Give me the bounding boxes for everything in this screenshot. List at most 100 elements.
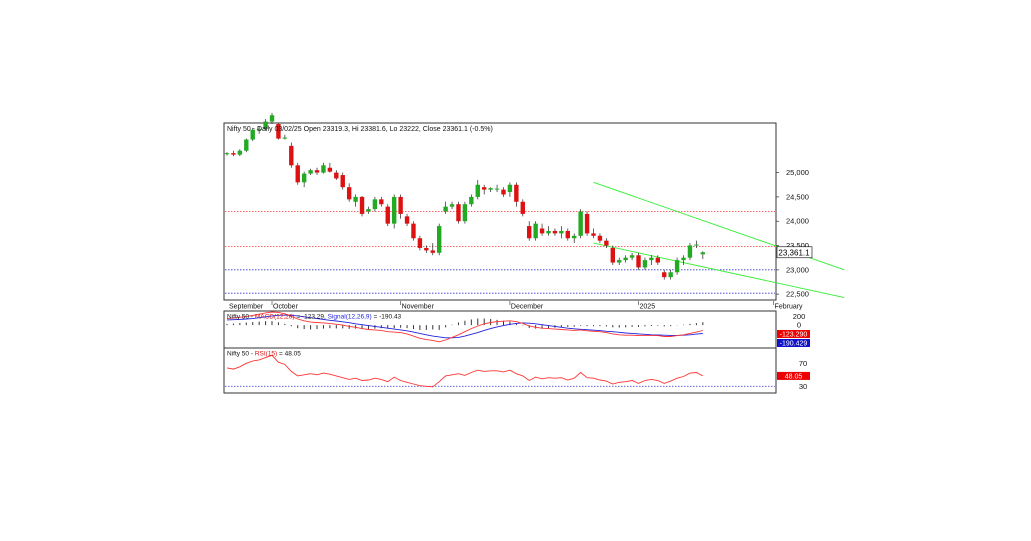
rsi-panel: 70 30 48.05 Nifty 50 - RSI(15) = 48.05 [223,347,810,394]
candle-body [559,230,564,234]
candle-body [385,206,390,224]
candle [597,233,603,244]
candle-body [488,188,493,190]
candle [334,170,339,180]
candle-body [565,230,570,239]
candle-body [456,204,461,222]
candle [494,184,500,193]
candle [231,150,236,157]
candle [462,201,468,224]
candle [539,223,545,236]
reference-lines [225,211,775,294]
candle-body [359,196,365,214]
candle-body [379,199,384,205]
candle-body [327,167,333,172]
candle-body [700,252,706,255]
candle-body [314,170,320,173]
candle-body [430,250,435,253]
candle [591,228,596,239]
rsi-header-name: RSI(15) [255,351,277,358]
y-tick-label: 24,500 [786,192,809,201]
candle-body [687,245,693,258]
candle-body [520,201,525,214]
signal-header-value: = -190.43 [372,314,402,321]
candle-body [475,184,480,197]
y-tick-label: 23,500 [786,241,809,250]
candle-body [417,238,423,248]
candle-body [282,137,288,139]
candle-body [617,260,622,263]
candle-body [244,139,249,151]
candle [340,172,345,190]
candle-body [301,173,307,183]
candle [353,194,358,207]
x-tick-label: October [273,304,299,311]
candle [668,269,673,280]
candle [321,162,326,174]
date-axis: September October November December 2025 Febr… [229,301,803,311]
price-y-axis: 25,000 24,500 24,000 23,500 23,000 22,500 [776,168,809,299]
candle [681,255,686,265]
macd-header: Nifty 50 - MACD(12,26) = -123.29, Signal… [227,314,402,321]
macd-value-label: -123.290 [780,332,808,339]
candle-body [263,121,268,129]
y-tick-label: 23,000 [786,265,809,274]
candle [346,183,352,202]
macd-header-value: = -123.29, [295,314,328,321]
candle-body [269,115,275,122]
rsi-panel-frame [223,347,777,394]
x-tick-label: November [402,304,435,311]
signal-value-label: -190.429 [780,341,808,348]
candle [482,184,487,195]
candle-body [552,230,558,234]
candle [256,125,262,134]
rsi-y-tick-label: 70 [799,359,807,368]
candle-body [436,226,442,253]
last-price-label: 23,361.1 [778,248,810,257]
candle-body [469,196,474,205]
candle [559,226,564,239]
candle [398,194,403,219]
candle [610,245,615,265]
candle [443,201,448,214]
candle-body [462,204,468,222]
candle-body [694,244,699,246]
candle [301,171,307,188]
candle-body [591,233,596,236]
candle [662,269,667,280]
candle [572,233,577,244]
candle [578,209,583,239]
candle-body [443,206,448,212]
candle-body [424,247,429,251]
candle-body [674,260,680,273]
candle-body [578,211,583,236]
macd-header-name: MACD(12,26) [255,314,295,321]
candle [604,238,609,248]
x-tick-label: September [229,304,264,311]
macd-line [226,311,703,343]
candle-body [655,257,661,263]
candle [694,240,699,248]
candle [385,204,390,227]
candle-body [353,196,358,202]
candle [546,226,551,236]
candle [411,221,416,241]
candle [687,243,693,261]
rsi-y-tick-label: 30 [799,382,807,391]
candle-body [340,175,345,188]
candle [469,194,474,207]
candle-body [546,230,551,234]
rsi-header: Nifty 50 - RSI(15) = 48.05 [227,351,301,358]
candle [642,257,648,270]
candle-body [289,145,294,166]
candle [501,187,506,197]
rsi-value-box [777,371,810,380]
candle [449,201,455,210]
candle [237,149,243,157]
candle-body [514,184,519,202]
candle-body [411,223,416,239]
price-panel-frame [223,122,777,301]
candle [488,187,493,193]
